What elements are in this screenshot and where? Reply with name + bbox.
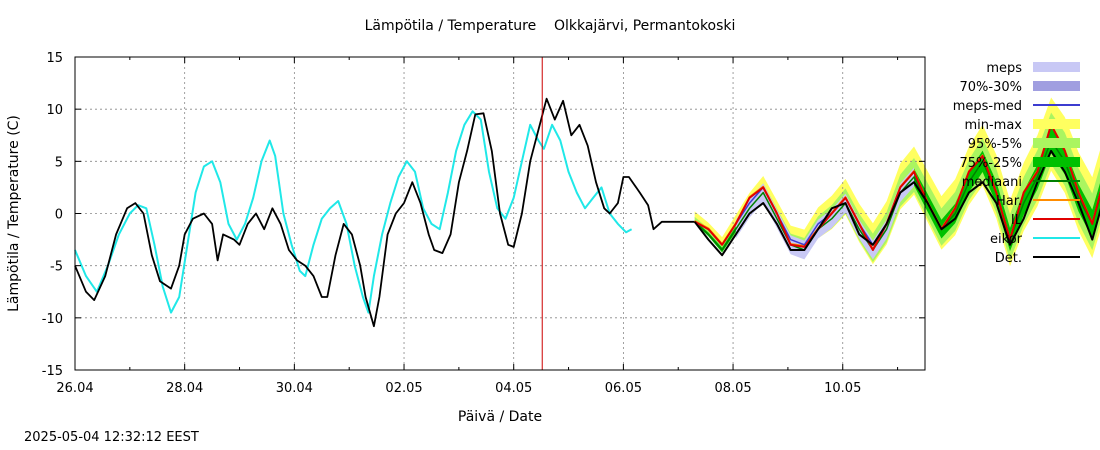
legend-label: meps-med xyxy=(953,99,1022,114)
chart-title: Lämpötila / Temperature Olkkajärvi, Perm… xyxy=(364,18,736,34)
line-det-forecast xyxy=(693,149,1100,257)
legend-label: mediaani xyxy=(962,175,1022,190)
y-tick-label: -10 xyxy=(42,312,63,327)
legend-swatch xyxy=(1033,119,1080,129)
legend-label: min-max xyxy=(964,118,1022,133)
legend-label: 70%-30% xyxy=(960,80,1022,95)
grid-layer xyxy=(75,57,925,370)
legend-swatch xyxy=(1033,157,1080,167)
legend-swatch xyxy=(1033,138,1080,148)
legend: meps 70%-30% meps-med min-max 95%-5% 75%-25% m… xyxy=(953,61,1080,266)
x-tick-label: 08.05 xyxy=(714,381,751,396)
line-eikor xyxy=(74,110,633,314)
x-axis-label: Päivä / Date xyxy=(458,409,542,425)
x-tick-label: 02.05 xyxy=(385,381,422,396)
y-tick-label: 10 xyxy=(46,103,63,118)
band-95-5 xyxy=(694,112,1100,263)
legend-label: meps xyxy=(986,61,1022,76)
legend-label: IL xyxy=(1011,213,1023,228)
y-axis-label: Lämpötila / Temperature (C) xyxy=(6,115,22,312)
y-tick-label: 15 xyxy=(46,51,63,66)
y-tick-label: -15 xyxy=(42,364,63,379)
x-tick-label: 30.04 xyxy=(276,381,313,396)
band-min-max xyxy=(694,97,1100,267)
x-tick-label: 26.04 xyxy=(56,381,93,396)
timestamp: 2025-05-04 12:32:12 EEST xyxy=(24,430,199,445)
legend-label: 95%-5% xyxy=(968,137,1022,152)
tick-layer: -15 -10 -5 0 5 10 15 26.04 28.04 30.04 02.05 04.05 0… xyxy=(42,51,925,396)
y-tick-label: 0 xyxy=(55,208,63,223)
legend-swatch xyxy=(1033,62,1080,72)
x-tick-label: 04.05 xyxy=(495,381,532,396)
x-tick-label: 06.05 xyxy=(605,381,642,396)
line-det-history xyxy=(74,97,695,328)
legend-label: Det. xyxy=(995,251,1022,266)
line-layer xyxy=(74,57,1100,370)
x-tick-label: 28.04 xyxy=(166,381,203,396)
legend-swatch xyxy=(1033,81,1080,91)
y-tick-label: 5 xyxy=(55,155,63,170)
temperature-chart: -15 -10 -5 0 5 10 15 26.04 28.04 30.04 02.05 04.05 0… xyxy=(6,51,1100,425)
band-meps xyxy=(735,167,915,260)
legend-label: 75%-25% xyxy=(960,156,1022,171)
legend-label: eikor xyxy=(990,232,1023,247)
x-tick-label: 10.05 xyxy=(824,381,861,396)
y-tick-label: -5 xyxy=(50,260,63,275)
legend-label: Har. xyxy=(996,194,1022,209)
